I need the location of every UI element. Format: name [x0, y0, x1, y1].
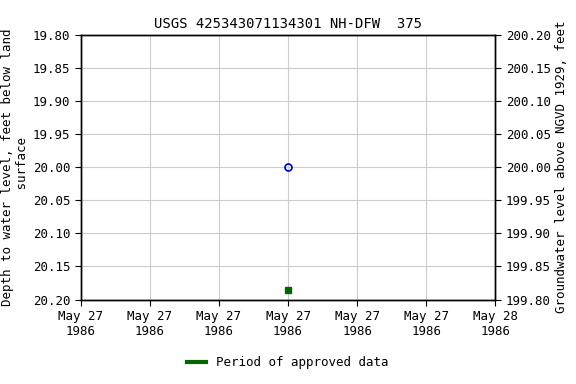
Legend: Period of approved data: Period of approved data: [183, 351, 393, 374]
Y-axis label: Groundwater level above NGVD 1929, feet: Groundwater level above NGVD 1929, feet: [555, 21, 568, 313]
Y-axis label: Depth to water level, feet below land
 surface: Depth to water level, feet below land su…: [1, 28, 29, 306]
Title: USGS 425343071134301 NH-DFW  375: USGS 425343071134301 NH-DFW 375: [154, 17, 422, 31]
